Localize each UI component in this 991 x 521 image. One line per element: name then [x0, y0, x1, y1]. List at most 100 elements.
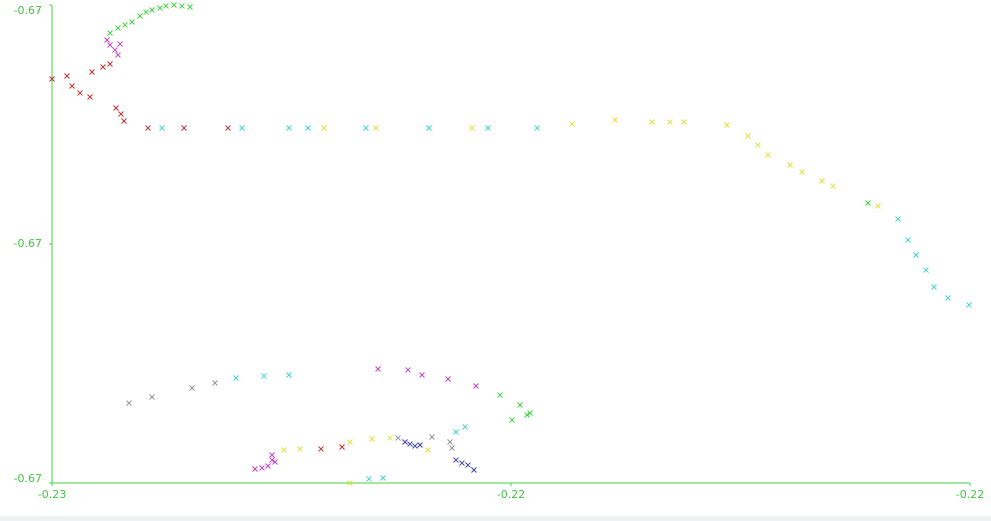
- point: [799, 169, 805, 175]
- point: [115, 25, 121, 31]
- point: [387, 435, 393, 441]
- point: [64, 73, 70, 79]
- point: [755, 142, 761, 148]
- point: [449, 445, 455, 451]
- point: [895, 216, 901, 222]
- point: [462, 424, 468, 430]
- point: [113, 105, 119, 111]
- point: [212, 380, 218, 386]
- point: [429, 434, 435, 440]
- point: [745, 133, 751, 139]
- x-tick-label: -0.23: [38, 488, 66, 501]
- point: [157, 5, 163, 11]
- point: [129, 19, 135, 25]
- point: [126, 400, 132, 406]
- point: [373, 125, 379, 131]
- point: [369, 436, 375, 442]
- point: [49, 76, 55, 82]
- y-tick-label: -0.67: [14, 4, 42, 17]
- point: [407, 441, 413, 447]
- point: [945, 295, 951, 301]
- point: [137, 13, 143, 19]
- point: [417, 442, 423, 448]
- point: [412, 443, 418, 449]
- point: [143, 9, 149, 15]
- point: [107, 61, 113, 67]
- point: [187, 4, 193, 10]
- point: [77, 90, 83, 96]
- point: [100, 64, 106, 70]
- point: [569, 121, 575, 127]
- point: [89, 69, 95, 75]
- point: [87, 94, 93, 100]
- point: [366, 476, 372, 482]
- point: [121, 118, 127, 124]
- point: [419, 372, 425, 378]
- point: [286, 125, 292, 131]
- point: [473, 383, 479, 389]
- point: [469, 125, 475, 131]
- point: [966, 302, 972, 308]
- point: [465, 462, 471, 468]
- point: [107, 42, 113, 48]
- point: [297, 446, 303, 452]
- point: [363, 125, 369, 131]
- point: [145, 125, 151, 131]
- point: [425, 447, 431, 453]
- point: [321, 125, 327, 131]
- point: [281, 447, 287, 453]
- point: [305, 125, 311, 131]
- point: [830, 183, 836, 189]
- point: [179, 3, 185, 9]
- point: [485, 125, 491, 131]
- point: [181, 125, 187, 131]
- point: [269, 457, 275, 463]
- point: [189, 385, 195, 391]
- point: [787, 162, 793, 168]
- point: [517, 402, 523, 408]
- point: [649, 119, 655, 125]
- point: [724, 122, 730, 128]
- point: [239, 125, 245, 131]
- point: [402, 439, 408, 445]
- point: [107, 30, 113, 36]
- point: [447, 439, 453, 445]
- point: [318, 446, 324, 452]
- point: [509, 417, 515, 423]
- point: [405, 367, 411, 373]
- point: [453, 457, 459, 463]
- point: [681, 119, 687, 125]
- point: [453, 429, 459, 435]
- point: [612, 117, 618, 123]
- point: [122, 22, 128, 28]
- point: [497, 392, 503, 398]
- point: [115, 52, 121, 58]
- point: [112, 47, 118, 53]
- point: [923, 267, 929, 273]
- point: [459, 460, 465, 466]
- point: [149, 7, 155, 13]
- point: [252, 466, 258, 472]
- point: [426, 125, 432, 131]
- bottom-strip: [0, 516, 991, 521]
- point: [905, 237, 911, 243]
- y-tick-label: -0.67: [14, 472, 42, 485]
- point: [269, 452, 275, 458]
- point: [233, 375, 239, 381]
- point: [819, 178, 825, 184]
- point: [667, 119, 673, 125]
- point: [524, 412, 530, 418]
- point: [375, 366, 381, 372]
- point: [395, 435, 401, 441]
- point: [347, 480, 353, 486]
- point: [104, 37, 110, 43]
- y-tick-label: -0.67: [14, 237, 42, 250]
- point: [380, 475, 386, 481]
- point: [527, 410, 533, 416]
- point: [265, 463, 271, 469]
- point: [118, 111, 124, 117]
- point: [286, 372, 292, 378]
- point: [471, 467, 477, 473]
